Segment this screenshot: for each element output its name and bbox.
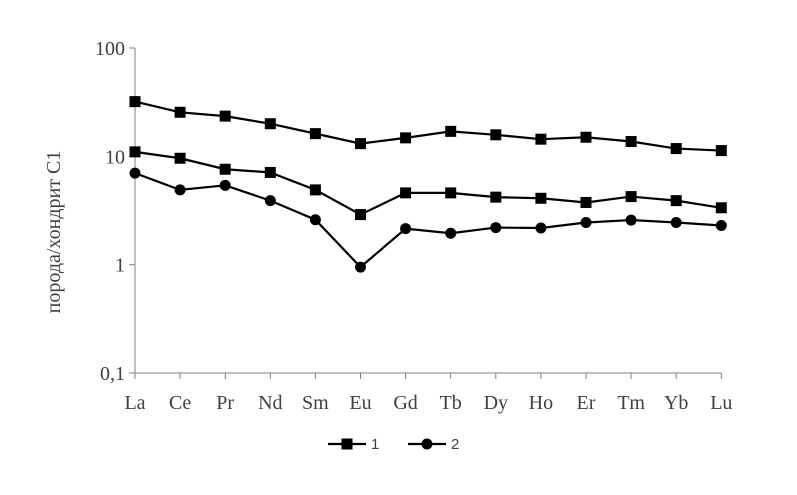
legend-marker [421, 438, 433, 450]
data-point [580, 196, 592, 208]
data-point [625, 214, 637, 226]
data-point [355, 209, 366, 221]
data-point [625, 136, 637, 148]
data-point [264, 195, 276, 207]
data-point [490, 222, 502, 234]
series-2-line [134, 150, 722, 216]
data-point [174, 152, 186, 164]
y-tick-label: 0,1 [100, 363, 125, 385]
data-point [355, 138, 366, 150]
data-point [400, 187, 412, 199]
data-point [355, 261, 366, 273]
data-point [174, 184, 186, 196]
series-2 [129, 146, 727, 221]
data-point [715, 219, 727, 231]
data-point [535, 222, 547, 234]
x-tick-label-ho: Ho [529, 392, 553, 414]
series-3-line [134, 172, 722, 269]
legend-label: 1 [371, 436, 379, 453]
x-tick-label-tb: Tb [440, 392, 462, 414]
data-point [535, 192, 547, 204]
legend-marker [341, 438, 353, 450]
data-point [670, 217, 682, 229]
series-1 [129, 96, 727, 157]
data-point [219, 163, 231, 175]
series-3 [129, 167, 727, 273]
data-point [580, 131, 592, 143]
y-axis-title: порода/хондрит С1 [43, 151, 65, 314]
x-tick-label-pr: Pr [216, 392, 234, 414]
y-tick-label: 100 [95, 38, 125, 60]
x-tick-label-lu: Lu [710, 392, 732, 414]
data-point [129, 146, 141, 158]
data-point [715, 202, 727, 214]
data-point [625, 191, 637, 203]
data-point [309, 184, 321, 196]
data-point [580, 217, 592, 229]
legend-label: 2 [451, 436, 459, 453]
legend-entry-1: 1 [328, 436, 379, 453]
x-tick-label-tm: Tm [617, 392, 645, 414]
x-tick-label-la: La [124, 392, 145, 414]
data-point [490, 191, 502, 203]
x-tick-label-gd: Gd [393, 392, 417, 414]
data-point [129, 167, 141, 179]
data-point [219, 179, 231, 191]
data-point [400, 132, 412, 144]
x-tick-label-dy: Dy [484, 392, 508, 414]
data-point [445, 187, 457, 199]
data-point [490, 129, 502, 141]
data-point [129, 96, 141, 108]
data-point [670, 143, 682, 155]
data-point [670, 195, 682, 207]
data-point [309, 128, 321, 140]
x-tick-label-ce: Ce [169, 392, 191, 414]
x-tick-label-nd: Nd [258, 392, 282, 414]
data-point [400, 223, 412, 235]
data-point [445, 227, 457, 239]
data-point [264, 118, 276, 130]
y-tick-label: 10 [105, 146, 125, 168]
x-tick-label-eu: Eu [349, 392, 371, 414]
x-tick-label-sm: Sm [302, 392, 329, 414]
data-point [219, 110, 231, 122]
data-point [309, 214, 321, 226]
data-point [174, 106, 186, 118]
legend-entry-2: 2 [408, 436, 459, 453]
x-tick-label-er: Er [577, 392, 596, 414]
x-tick-label-yb: Yb [664, 392, 688, 414]
data-point [445, 125, 457, 137]
series-layer [129, 96, 727, 273]
data-point [264, 166, 276, 178]
axes: 0,1 1 10 100 La Ce Pr Nd Sm Eu Gd Tb Dy Ho Er Tm Yb Lu [95, 38, 732, 414]
series-1-line [134, 100, 722, 152]
data-point [715, 145, 727, 157]
y-tick-label: 1 [115, 255, 125, 277]
data-point [535, 133, 547, 145]
